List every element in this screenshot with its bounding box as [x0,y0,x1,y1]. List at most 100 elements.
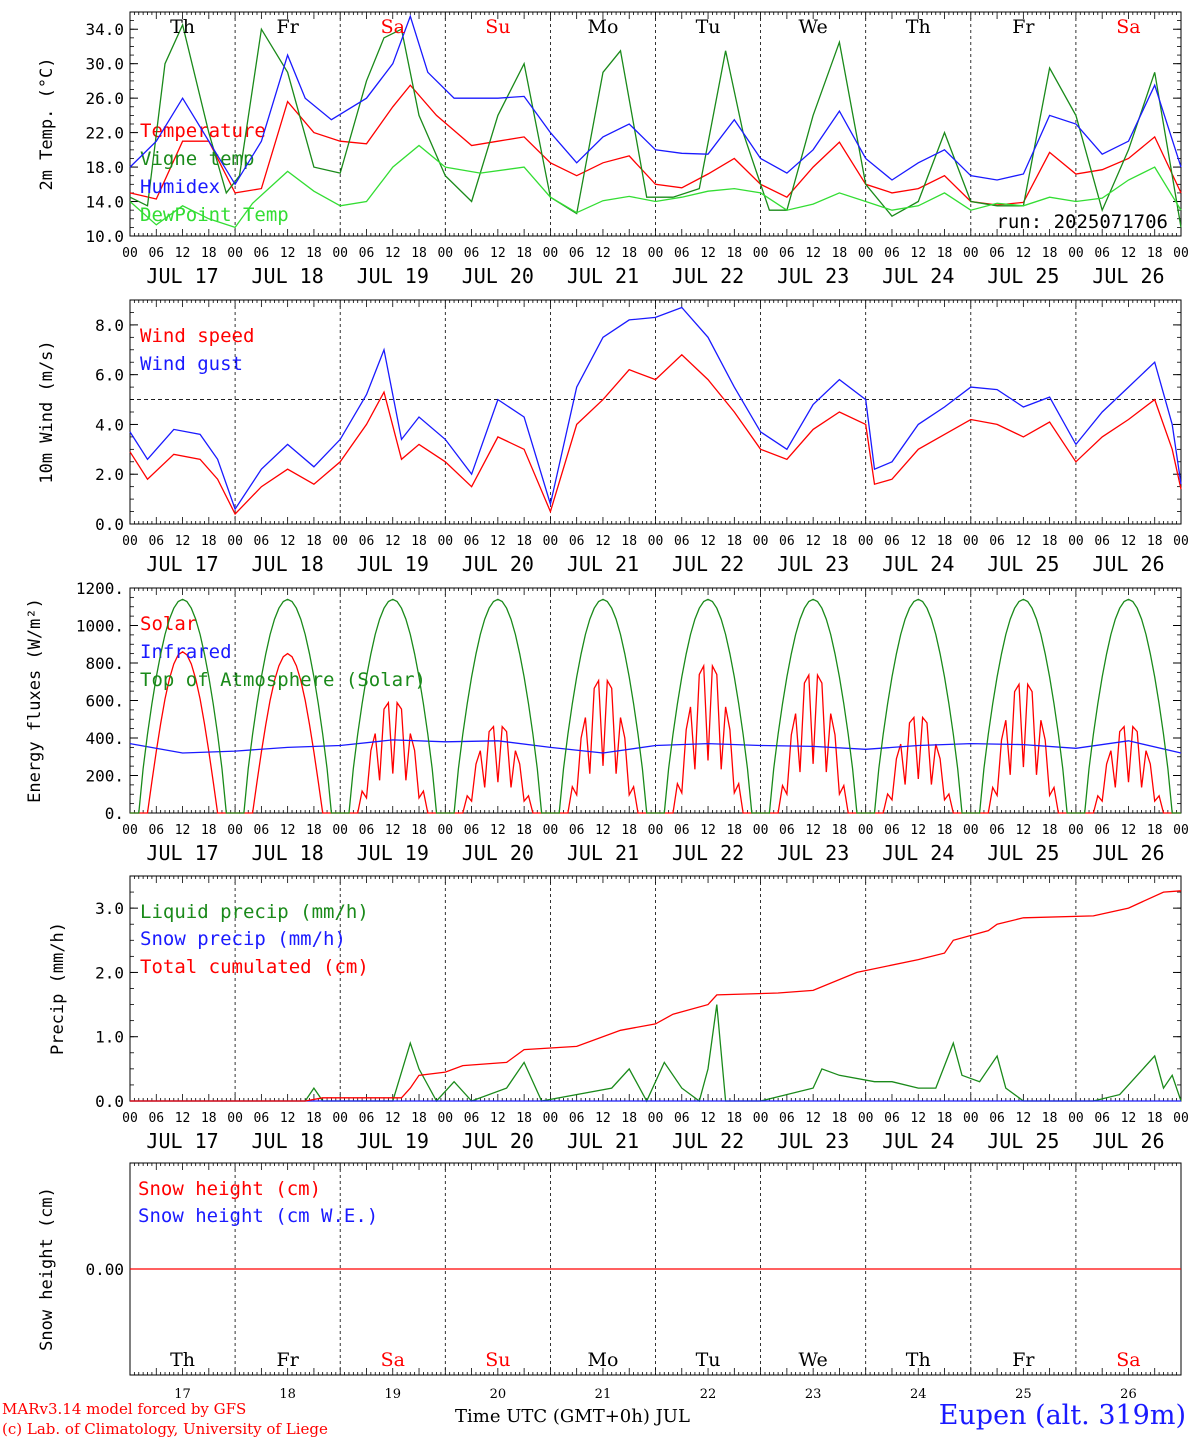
hour-tick-label: 06 [254,1111,270,1126]
hour-tick-label: 18 [937,823,953,838]
hour-tick-label: 00 [227,1111,243,1126]
hour-tick-label: 00 [437,823,453,838]
hour-tick-label: 06 [884,1111,900,1126]
date-label: JUL 25 [987,841,1059,865]
date-label: JUL 24 [882,552,954,576]
hour-tick-label: 06 [1094,823,1110,838]
date-label: JUL 24 [882,841,954,865]
legend-wind-speed: Wind speed [140,325,254,347]
station-name: Eupen (alt. 319m) [938,1400,1186,1431]
hour-tick-label: 06 [359,534,375,549]
hour-tick-label: 18 [516,1111,532,1126]
legend-humidex: Humidex [140,176,220,198]
day-name-top: Su [485,16,510,38]
hour-tick-label: 18 [1042,823,1058,838]
date-label: JUL 21 [567,264,639,288]
series-line-infrared [129,739,1182,754]
hour-tick-label: 00 [332,534,348,549]
y-axis-label-4: Snow height (cm) [37,1187,57,1351]
hour-tick-label: 12 [1121,534,1137,549]
legend-liquid-precip-mm-h-: Liquid precip (mm/h) [140,901,369,923]
panel-frame-2 [129,587,1182,814]
hour-tick-label: 00 [858,534,874,549]
hour-tick-label: 06 [569,246,585,261]
day-name-top: Th [170,16,195,38]
date-label: JUL 25 [987,1129,1059,1153]
hour-tick-label: 18 [832,246,848,261]
date-label: JUL 26 [1092,552,1164,576]
date-label: JUL 20 [462,552,534,576]
hour-tick-label: 00 [1173,1111,1189,1126]
hour-tick-label: 18 [201,534,217,549]
hour-tick-label: 12 [1121,1111,1137,1126]
y-tick-label: 26.0 [85,89,124,108]
hour-tick-label: 12 [700,1111,716,1126]
hour-tick-label: 12 [595,534,611,549]
hour-tick-label: 18 [306,823,322,838]
day-number: 18 [279,1387,296,1402]
hour-tick-label: 18 [516,246,532,261]
hour-tick-label: 00 [332,246,348,261]
date-label: JUL 26 [1092,1129,1164,1153]
hour-tick-label: 06 [989,534,1005,549]
day-number: 17 [174,1387,191,1402]
day-number: 19 [384,1387,401,1402]
date-label: JUL 25 [987,264,1059,288]
hour-tick-label: 18 [832,534,848,549]
date-label: JUL 17 [146,552,218,576]
hour-tick-label: 18 [201,823,217,838]
hour-tick-label: 18 [621,246,637,261]
y-tick-label: 0.0 [95,515,124,534]
hour-tick-label: 12 [910,534,926,549]
hour-tick-label: 18 [411,534,427,549]
hour-tick-label: 00 [122,246,138,261]
y-axis-label-3: Precip (mm/h) [48,922,68,1055]
hour-tick-label: 06 [1094,1111,1110,1126]
date-label: JUL 18 [252,552,324,576]
date-label: JUL 19 [357,552,429,576]
y-tick-label: 1200. [76,579,124,598]
day-name-top: Tu [696,16,721,38]
hour-tick-label: 12 [490,1111,506,1126]
y-tick-label: 1000. [76,617,124,636]
hour-tick-label: 18 [306,534,322,549]
date-label: JUL 23 [777,264,849,288]
series-line-wind-speed [129,353,1182,516]
hour-tick-label: 18 [516,823,532,838]
day-number: 21 [595,1387,612,1402]
hour-tick-label: 12 [595,246,611,261]
hour-tick-label: 12 [1121,246,1137,261]
hour-tick-label: 06 [1094,246,1110,261]
hour-tick-label: 06 [464,246,480,261]
hour-tick-label: 06 [254,823,270,838]
date-label: JUL 22 [672,264,744,288]
hour-tick-label: 12 [700,246,716,261]
hour-tick-label: 18 [411,823,427,838]
hour-tick-label: 12 [175,534,191,549]
hour-tick-label: 12 [700,823,716,838]
hour-tick-label: 18 [621,534,637,549]
hour-tick-label: 06 [359,246,375,261]
y-tick-label: 2.0 [95,465,124,484]
day-name-top: Fr [1012,16,1035,38]
series-line-total-cumulated-cm- [130,890,1182,1102]
date-label: JUL 21 [567,552,639,576]
hour-tick-label: 00 [648,1111,664,1126]
hour-tick-label: 18 [937,534,953,549]
day-name-top: We [799,16,828,38]
y-tick-label: 22.0 [85,124,124,143]
hour-tick-label: 12 [385,246,401,261]
hour-tick-label: 12 [595,1111,611,1126]
legend-snow-height-cm-: Snow height (cm) [138,1178,321,1200]
hour-tick-label: 06 [464,823,480,838]
legend-snow-height-cm-w-e-: Snow height (cm W.E.) [138,1205,378,1227]
y-tick-label: 200. [85,767,124,786]
series-line-humidex [129,14,1182,186]
date-label: JUL 20 [462,264,534,288]
legend-infrared: Infrared [140,641,232,663]
hour-tick-label: 00 [543,534,559,549]
day-name-bottom: Sa [1116,1349,1140,1371]
hour-tick-label: 00 [122,1111,138,1126]
hour-tick-label: 06 [1094,534,1110,549]
hour-tick-label: 12 [805,534,821,549]
